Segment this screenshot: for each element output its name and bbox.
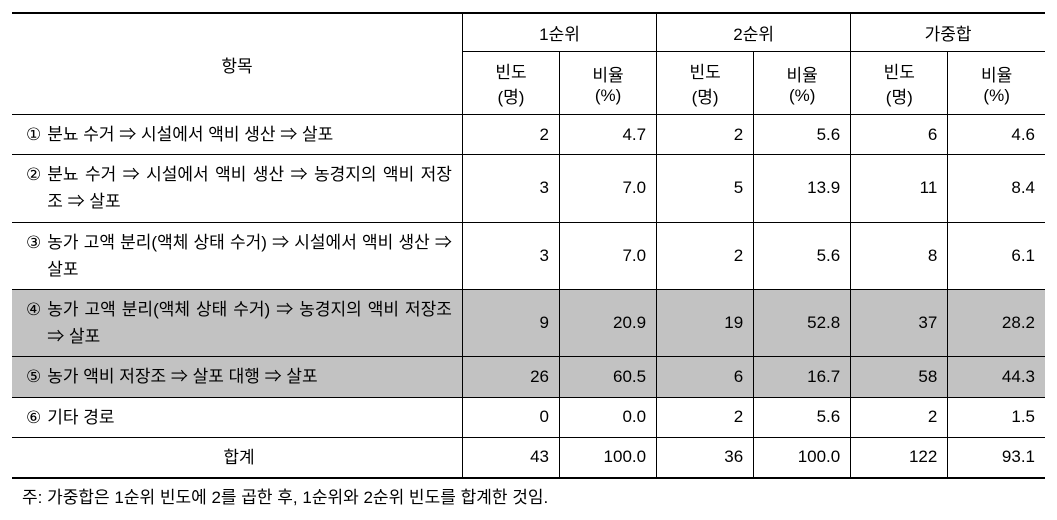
cell-rate: 4.7 (560, 115, 657, 155)
row-text: 분뇨 수거 ⇒ 시설에서 액비 생산 ⇒ 살포 (47, 121, 452, 148)
row-marker: ③ (26, 229, 47, 283)
cell-rate: 7.0 (560, 155, 657, 222)
cell-freq: 9 (462, 289, 559, 356)
cell-rate: 100.0 (560, 437, 657, 478)
cell-freq: 11 (851, 155, 948, 222)
header-sub-freq: 빈도(명) (851, 52, 948, 115)
cell-rate: 16.7 (754, 357, 851, 397)
cell-freq: 0 (462, 397, 559, 437)
cell-freq: 43 (462, 437, 559, 478)
cell-rate: 44.3 (948, 357, 1045, 397)
row-text: 농가 액비 저장조 ⇒ 살포 대행 ⇒ 살포 (47, 363, 452, 390)
cell-rate: 20.9 (560, 289, 657, 356)
cell-rate: 5.6 (754, 222, 851, 289)
row-marker: ① (26, 121, 47, 148)
cell-rate: 93.1 (948, 437, 1045, 478)
table-row: ②분뇨 수거 ⇒ 시설에서 액비 생산 ⇒ 농경지의 액비 저장조 ⇒ 살포37… (12, 155, 1045, 222)
row-label: ④농가 고액 분리(액체 상태 수거) ⇒ 농경지의 액비 저장조 ⇒ 살포 (12, 289, 462, 356)
header-sub-rate: 비율(%) (560, 52, 657, 115)
cell-rate: 5.6 (754, 115, 851, 155)
cell-freq: 122 (851, 437, 948, 478)
cell-rate: 7.0 (560, 222, 657, 289)
table-row: ④농가 고액 분리(액체 상태 수거) ⇒ 농경지의 액비 저장조 ⇒ 살포92… (12, 289, 1045, 356)
cell-freq: 2 (657, 115, 754, 155)
header-group-3: 가중합 (851, 13, 1045, 52)
frequency-table: 항목 1순위 2순위 가중합 빈도(명) 비율(%) 빈도(명) 비율(%) 빈… (12, 12, 1045, 479)
table-row: ③농가 고액 분리(액체 상태 수거) ⇒ 시설에서 액비 생산 ⇒ 살포37.… (12, 222, 1045, 289)
table-row: ⑤농가 액비 저장조 ⇒ 살포 대행 ⇒ 살포2660.5616.75844.3 (12, 357, 1045, 397)
cell-freq: 2 (657, 397, 754, 437)
cell-freq: 58 (851, 357, 948, 397)
cell-freq: 2 (851, 397, 948, 437)
header-group-2: 2순위 (657, 13, 851, 52)
row-marker: ② (26, 161, 47, 215)
table-row: ⑥기타 경로00.025.621.5 (12, 397, 1045, 437)
cell-rate: 52.8 (754, 289, 851, 356)
cell-rate: 8.4 (948, 155, 1045, 222)
cell-freq: 36 (657, 437, 754, 478)
cell-freq: 37 (851, 289, 948, 356)
total-label: 합계 (12, 437, 462, 478)
cell-freq: 8 (851, 222, 948, 289)
cell-freq: 6 (851, 115, 948, 155)
row-text: 기타 경로 (47, 404, 452, 431)
cell-freq: 2 (462, 115, 559, 155)
cell-rate: 60.5 (560, 357, 657, 397)
row-label: ①분뇨 수거 ⇒ 시설에서 액비 생산 ⇒ 살포 (12, 115, 462, 155)
row-label: ②분뇨 수거 ⇒ 시설에서 액비 생산 ⇒ 농경지의 액비 저장조 ⇒ 살포 (12, 155, 462, 222)
row-marker: ④ (26, 296, 47, 350)
cell-rate: 6.1 (948, 222, 1045, 289)
cell-rate: 5.6 (754, 397, 851, 437)
cell-rate: 1.5 (948, 397, 1045, 437)
header-sub-freq: 빈도(명) (657, 52, 754, 115)
header-sub-freq: 빈도(명) (462, 52, 559, 115)
row-label: ⑥기타 경로 (12, 397, 462, 437)
cell-rate: 100.0 (754, 437, 851, 478)
header-sub-rate: 비율(%) (948, 52, 1045, 115)
header-item: 항목 (12, 13, 462, 115)
cell-rate: 4.6 (948, 115, 1045, 155)
row-label: ⑤농가 액비 저장조 ⇒ 살포 대행 ⇒ 살포 (12, 357, 462, 397)
table-row: ①분뇨 수거 ⇒ 시설에서 액비 생산 ⇒ 살포24.725.664.6 (12, 115, 1045, 155)
row-marker: ⑥ (26, 404, 47, 431)
row-text: 분뇨 수거 ⇒ 시설에서 액비 생산 ⇒ 농경지의 액비 저장조 ⇒ 살포 (47, 161, 452, 215)
cell-freq: 6 (657, 357, 754, 397)
row-text: 농가 고액 분리(액체 상태 수거) ⇒ 농경지의 액비 저장조 ⇒ 살포 (47, 296, 452, 350)
cell-freq: 2 (657, 222, 754, 289)
cell-freq: 26 (462, 357, 559, 397)
row-marker: ⑤ (26, 363, 47, 390)
total-row: 합계43100.036100.012293.1 (12, 437, 1045, 478)
row-label: ③농가 고액 분리(액체 상태 수거) ⇒ 시설에서 액비 생산 ⇒ 살포 (12, 222, 462, 289)
cell-rate: 13.9 (754, 155, 851, 222)
cell-freq: 5 (657, 155, 754, 222)
cell-freq: 3 (462, 222, 559, 289)
cell-rate: 28.2 (948, 289, 1045, 356)
header-group-1: 1순위 (462, 13, 656, 52)
cell-freq: 19 (657, 289, 754, 356)
data-table-container: 항목 1순위 2순위 가중합 빈도(명) 비율(%) 빈도(명) 비율(%) 빈… (12, 12, 1045, 479)
row-text: 농가 고액 분리(액체 상태 수거) ⇒ 시설에서 액비 생산 ⇒ 살포 (47, 229, 452, 283)
header-sub-rate: 비율(%) (754, 52, 851, 115)
cell-rate: 0.0 (560, 397, 657, 437)
cell-freq: 3 (462, 155, 559, 222)
footnote: 주: 가중합은 1순위 빈도에 2를 곱한 후, 1순위와 2순위 빈도를 합계… (12, 479, 1045, 508)
